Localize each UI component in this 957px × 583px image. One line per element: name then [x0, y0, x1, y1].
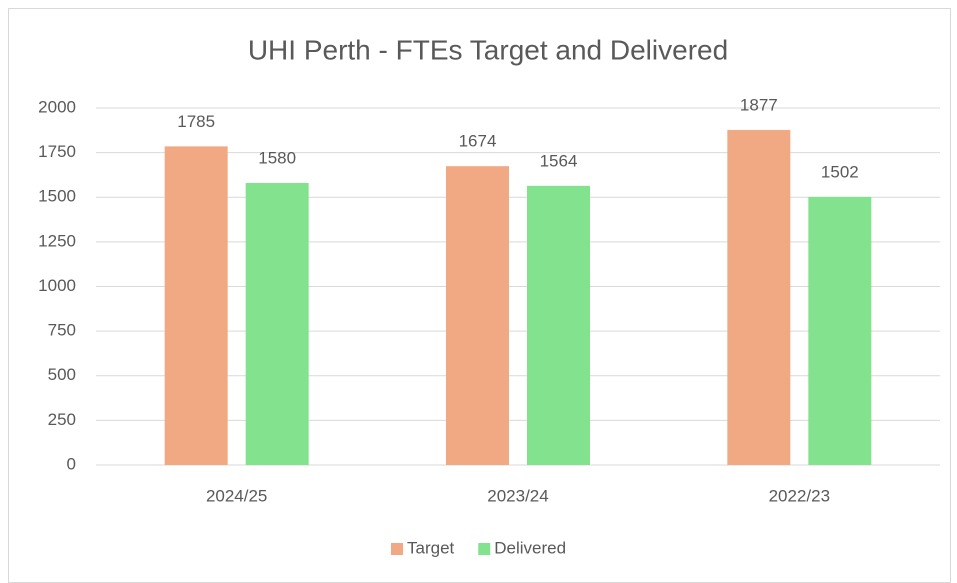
- bar: [808, 196, 872, 465]
- bar: [527, 185, 590, 466]
- data-label: 1785: [177, 112, 215, 131]
- y-tick-label: 750: [48, 321, 76, 340]
- y-tick-label: 0: [67, 454, 76, 473]
- x-tick-label: 2022/23: [769, 486, 830, 505]
- x-tick-label: 2024/25: [206, 486, 267, 505]
- x-tick-label: 2023/24: [487, 486, 548, 505]
- y-tick-label: 1250: [38, 231, 76, 250]
- y-tick-label: 1750: [38, 142, 76, 161]
- bar: [727, 129, 791, 465]
- y-tick-label: 1500: [38, 187, 76, 206]
- y-tick-label: 2000: [38, 97, 76, 116]
- bar: [164, 146, 228, 465]
- y-tick-label: 1000: [38, 276, 76, 295]
- bar: [446, 166, 509, 466]
- bar: [245, 182, 309, 465]
- data-label: 1674: [459, 132, 497, 151]
- y-tick-label: 250: [48, 410, 76, 429]
- data-label: 1502: [821, 162, 859, 181]
- data-label: 1564: [540, 151, 578, 170]
- legend-swatch: [391, 543, 403, 555]
- legend-label: Delivered: [494, 538, 566, 557]
- legend-label: Target: [407, 538, 455, 557]
- chart-title: UHI Perth - FTEs Target and Delivered: [248, 34, 728, 65]
- legend-swatch: [478, 543, 491, 555]
- data-label: 1580: [258, 148, 296, 167]
- y-tick-label: 500: [48, 365, 76, 384]
- data-label: 1877: [740, 95, 778, 114]
